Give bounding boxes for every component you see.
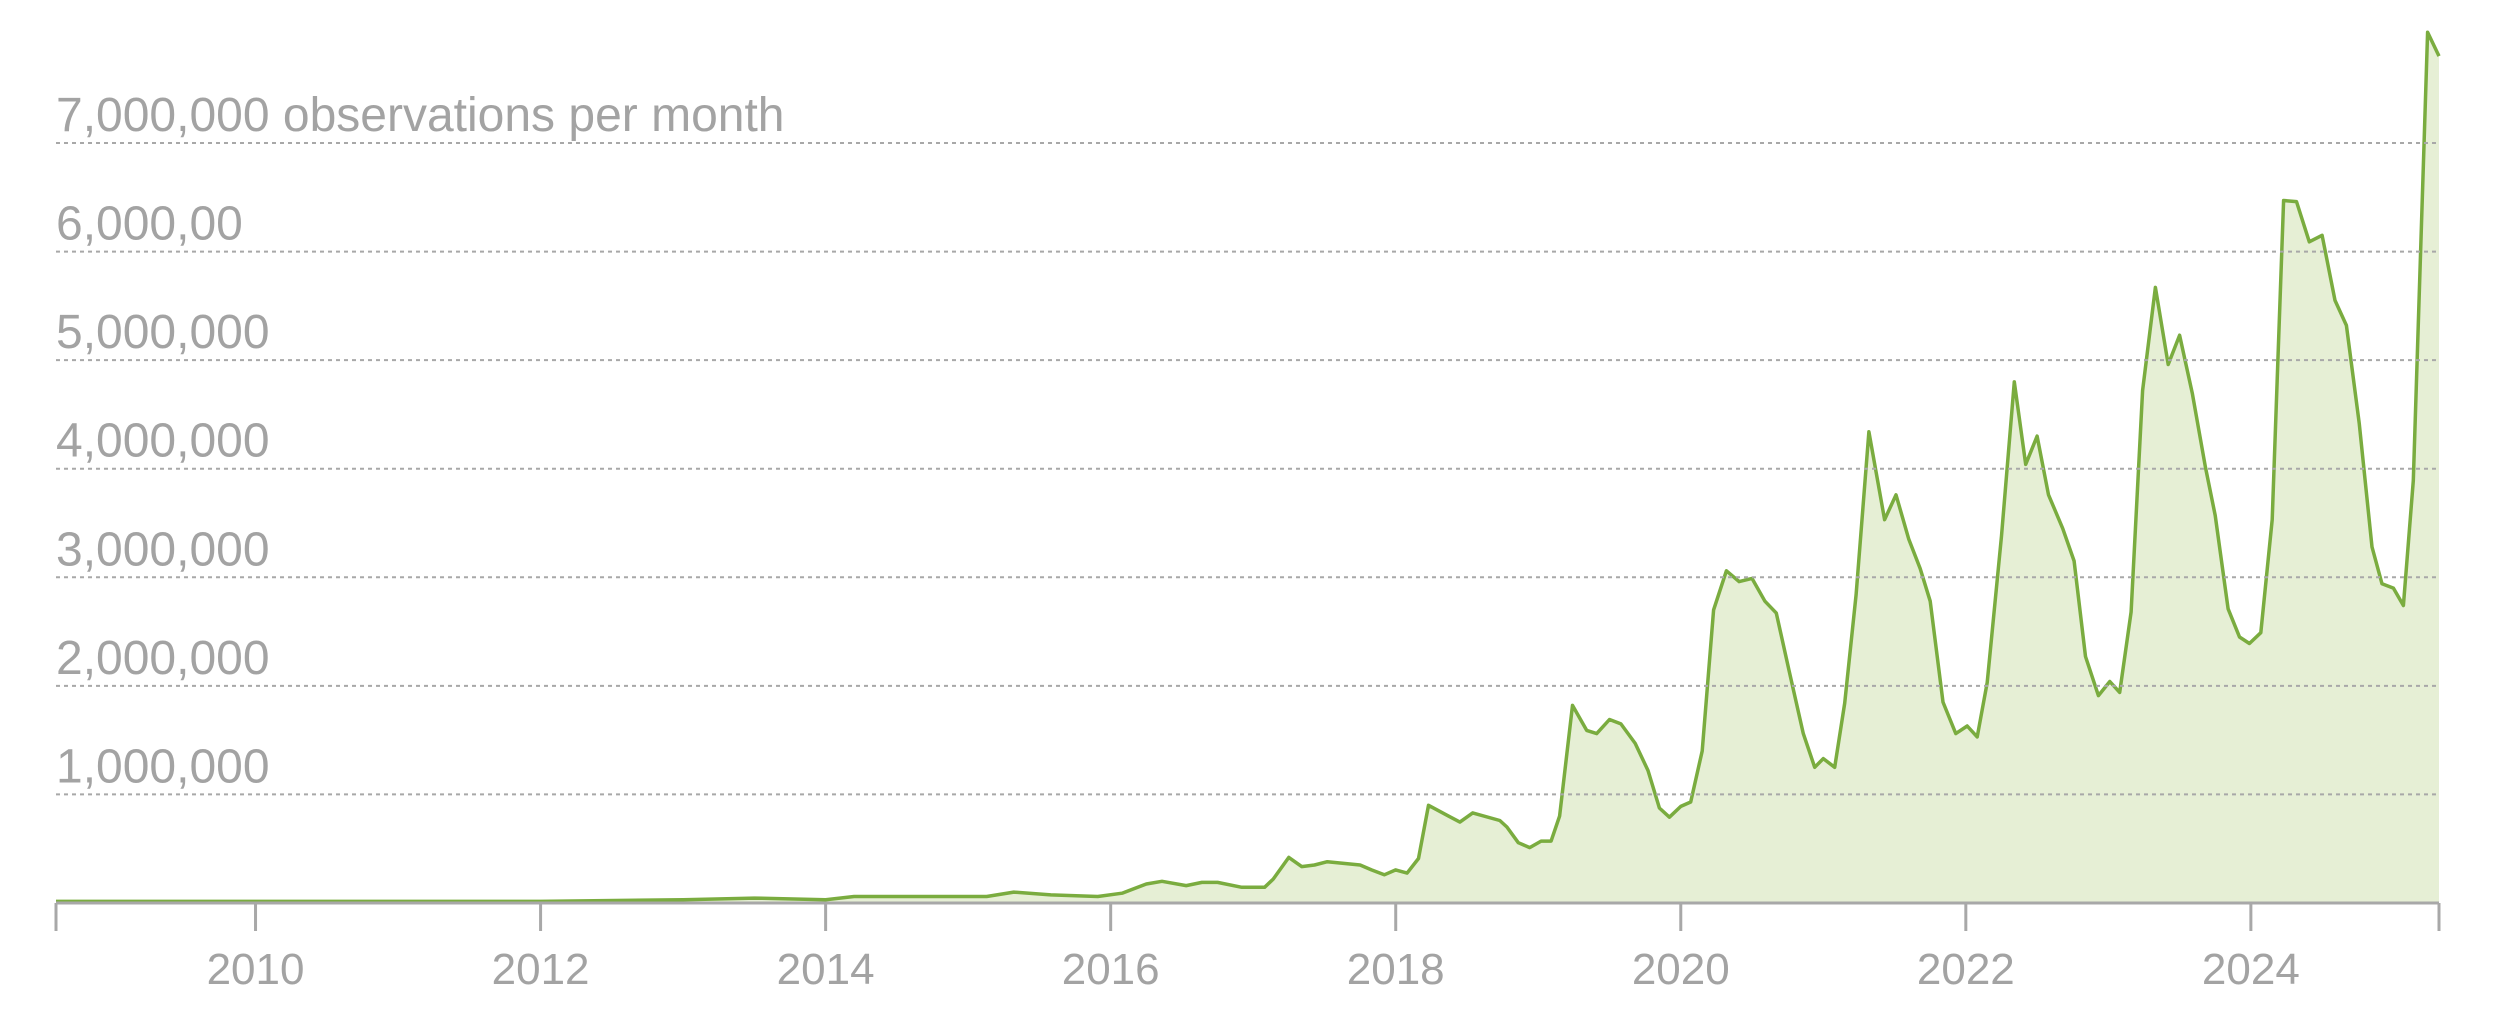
y-tick-label: 6,000,00 — [56, 198, 243, 251]
line — [56, 30, 2441, 904]
x-tick-label: 2022 — [1917, 945, 2015, 994]
x-tick-label: 2020 — [1632, 945, 1730, 994]
x-tick-label: 2014 — [777, 945, 875, 994]
y-tick-label: 5,000,000 — [56, 306, 270, 359]
x-tick-label: 2024 — [2202, 945, 2300, 994]
x-tick-label: 2012 — [492, 945, 590, 994]
y-tick-label: 7,000,000 observations per month — [56, 89, 784, 142]
x-tick-label: 2016 — [1062, 945, 1160, 994]
y-tick-label: 3,000,000 — [56, 523, 270, 576]
x-tick-label: 2018 — [1347, 945, 1445, 994]
y-tick-label: 2,000,000 — [56, 632, 270, 685]
y-tick-label: 4,000,000 — [56, 415, 270, 468]
x-tick-label: 2010 — [207, 945, 305, 994]
y-tick-label: 1,000,000 — [56, 740, 270, 793]
area-fill — [56, 32, 2439, 904]
